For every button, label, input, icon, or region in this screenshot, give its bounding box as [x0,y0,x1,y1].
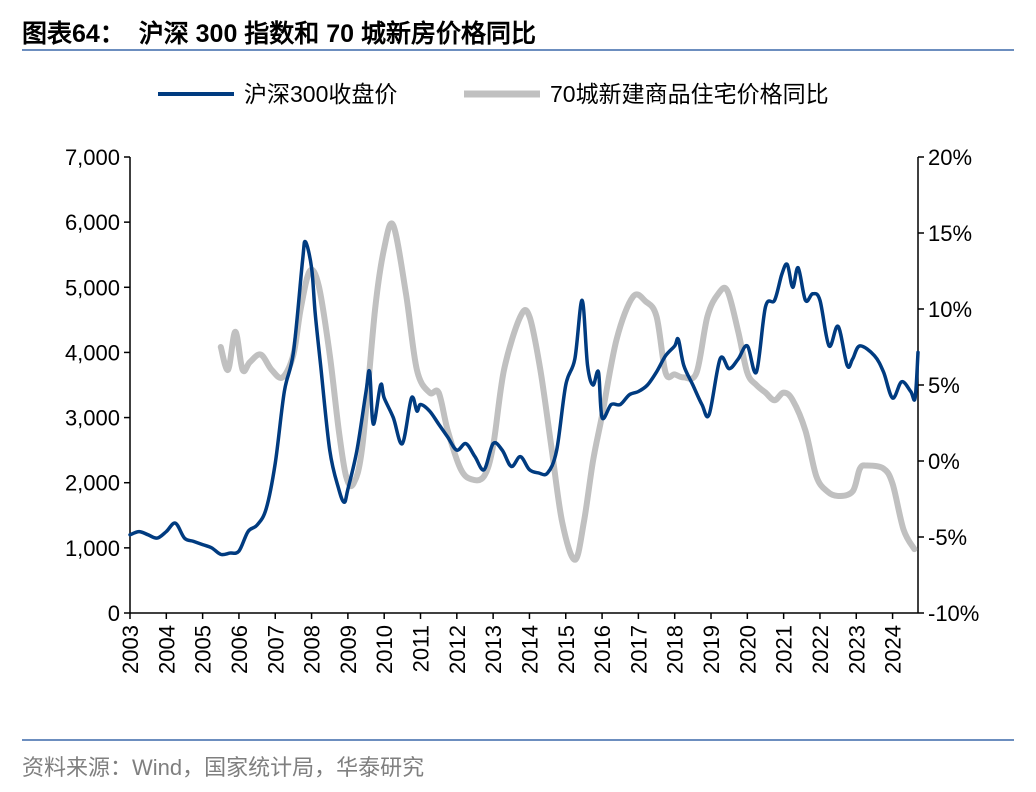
x-tick-label: 2005 [191,625,216,674]
x-tick-label: 2011 [409,625,434,672]
right-tick-label: -5% [928,525,967,550]
x-tick-label: 2018 [663,625,688,674]
right-tick-label: 5% [928,373,960,398]
x-tick-label: 2003 [118,625,143,674]
legend-label-house-price: 70城新建商品住宅价格同比 [550,81,829,107]
left-tick-label: 4,000 [65,340,120,365]
source-note: 资料来源：Wind，国家统计局，华泰研究 [22,755,425,780]
right-tick-label: -10% [928,601,979,626]
x-tick-label: 2023 [844,625,869,674]
x-tick-label: 2007 [263,625,288,674]
left-tick-label: 0 [108,601,120,626]
x-tick-label: 2020 [735,625,760,674]
x-tick-label: 2022 [808,625,833,674]
left-tick-label: 1,000 [65,536,120,561]
x-tick-label: 2013 [481,625,506,674]
x-tick-label: 2009 [336,625,361,674]
right-tick-label: 20% [928,145,972,170]
series-line-csi300 [128,239,920,557]
x-tick-label: 2019 [699,625,724,674]
source-divider [22,739,1014,741]
x-tick-label: 2021 [772,625,797,674]
series-line-house-price [217,220,918,563]
left-tick-label: 5,000 [65,275,120,300]
x-tick-label: 2004 [154,625,179,674]
x-tick-label: 2012 [445,625,470,674]
x-tick-label: 2014 [517,625,542,674]
right-tick-label: 0% [928,449,960,474]
left-tick-label: 6,000 [65,210,120,235]
x-tick-label: 2017 [626,625,651,674]
figure-title: 图表64： 沪深 300 指数和 70 城新房价格同比 [22,20,537,48]
right-tick-label: 15% [928,221,972,246]
x-tick-label: 2016 [590,625,615,674]
x-tick-label: 2010 [372,625,397,674]
x-tick-label: 2024 [881,625,906,674]
x-tick-label: 2008 [300,625,325,674]
legend-label-csi300: 沪深300收盘价 [244,81,397,107]
right-tick-label: 10% [928,297,972,322]
left-tick-label: 7,000 [65,145,120,170]
x-tick-label: 2006 [227,625,252,674]
left-tick-label: 3,000 [65,406,120,431]
legend: 沪深300收盘价 70城新建商品住宅价格同比 [158,81,829,107]
x-tick-label: 2015 [554,625,579,674]
left-tick-label: 2,000 [65,471,120,496]
title-divider [22,49,1014,51]
